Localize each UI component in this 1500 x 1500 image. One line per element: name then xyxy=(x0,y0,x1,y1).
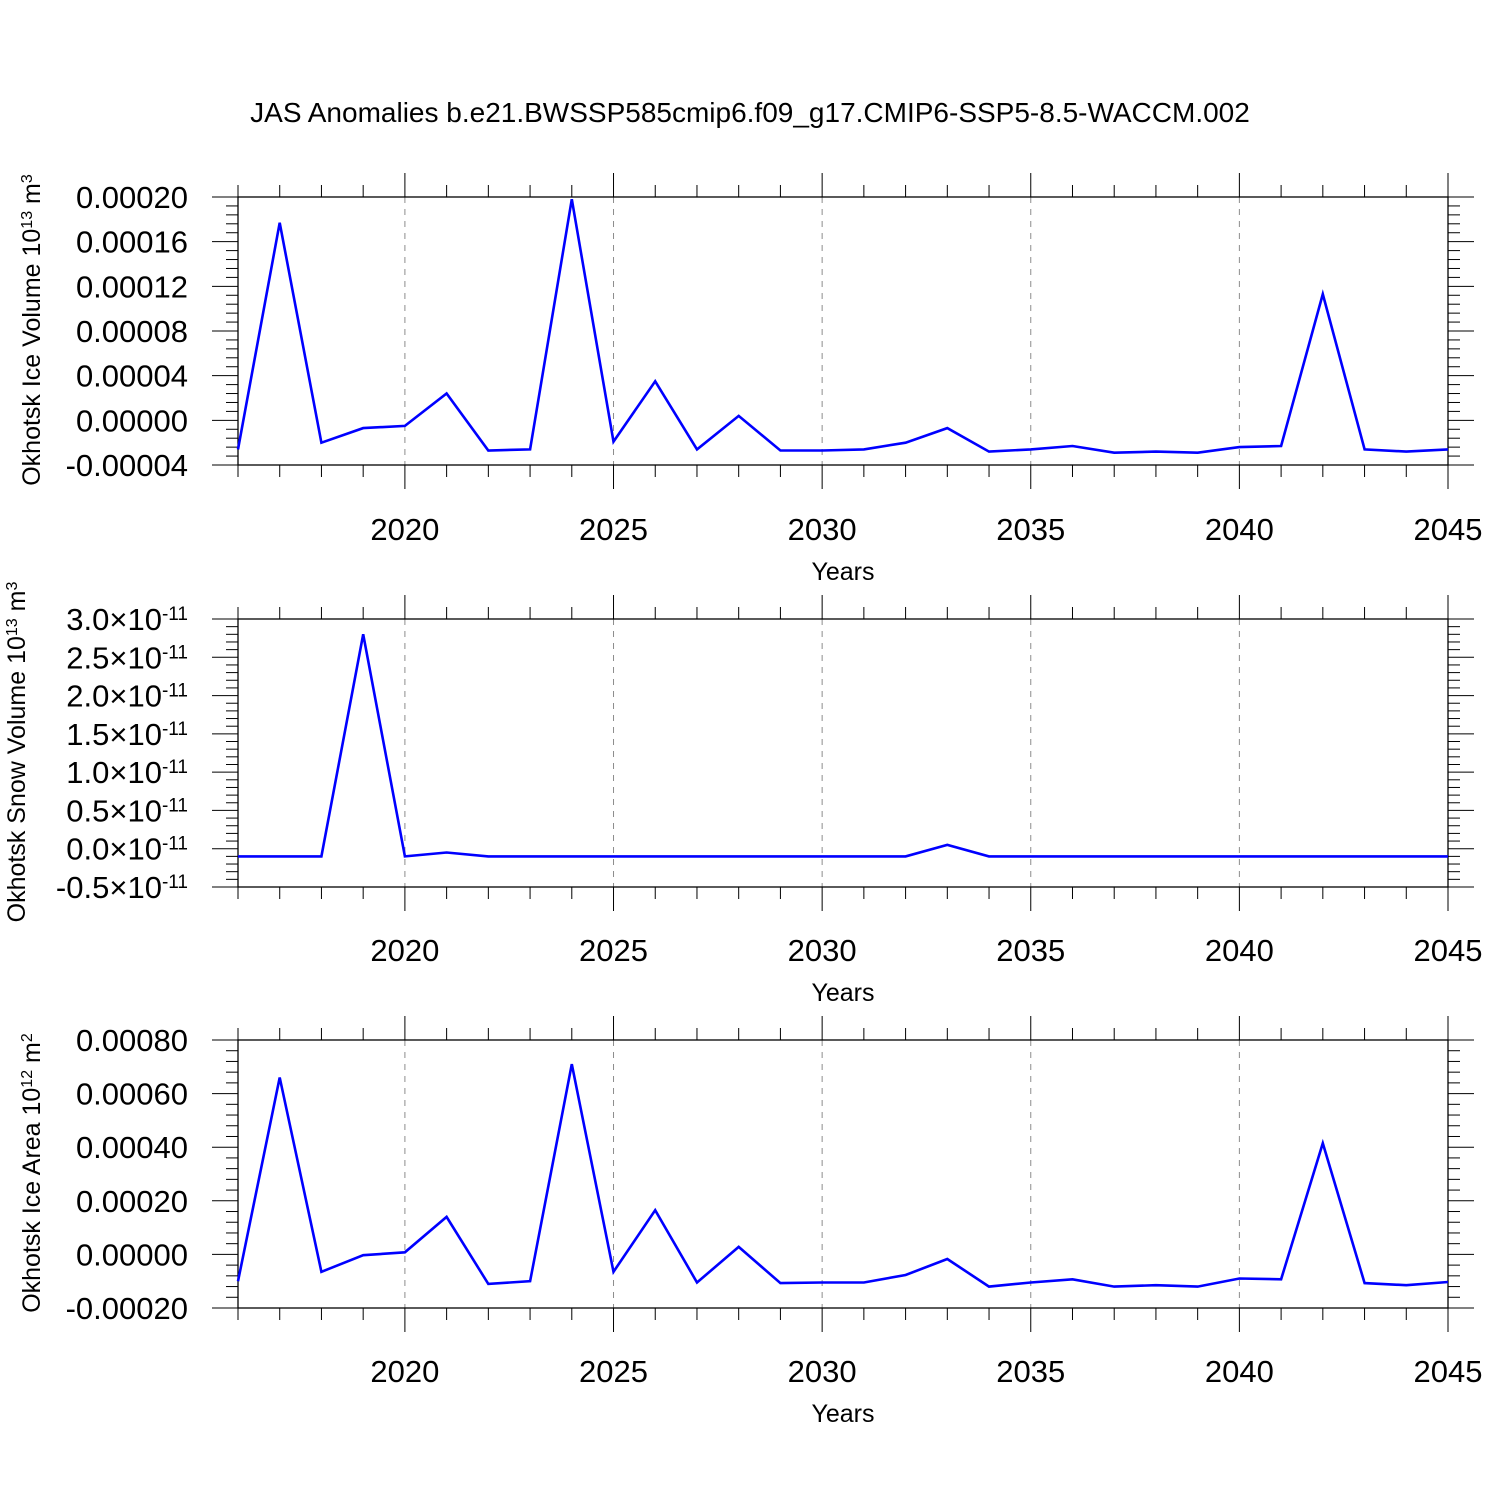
plot-frame xyxy=(237,618,1449,888)
plot-frame xyxy=(237,1039,1449,1309)
y-tick-label: 0.00012 xyxy=(76,269,188,304)
y-tick-label: 2.5×10-11 xyxy=(66,640,188,675)
x-tick-label: 2045 xyxy=(1414,1354,1483,1389)
y-tick-label: 0.5×10-11 xyxy=(66,793,188,828)
y-tick-label: 0.00000 xyxy=(76,1237,188,1272)
figure-title: JAS Anomalies b.e21.BWSSP585cmip6.f09_g1… xyxy=(250,97,1250,128)
y-axis-title: Okhotsk Ice Area 1012 m2 xyxy=(18,1033,46,1313)
ice-area-panel: Years Okhotsk Ice Area 1012 m2 2020 2025 2… xyxy=(18,1016,1482,1428)
y-axis-title: Okhotsk Snow Volume 1013 m3 xyxy=(3,582,31,923)
y-tick-label: 3.0×10-11 xyxy=(66,602,188,637)
x-tick-label: 2045 xyxy=(1414,512,1483,547)
x-tick-label: 2035 xyxy=(996,512,1065,547)
snow-volume-panel: Years Okhotsk Snow Volume 1013 m3 2020 20… xyxy=(3,582,1482,1007)
y-tick-label: 0.00008 xyxy=(76,314,188,349)
x-tick-label: 2040 xyxy=(1205,512,1274,547)
x-tick-label: 2040 xyxy=(1205,933,1274,968)
y-tick-label: -0.00004 xyxy=(66,448,188,483)
y-tick-label: 0.00080 xyxy=(76,1023,188,1058)
y-tick-label: 0.00016 xyxy=(76,225,188,260)
series-line xyxy=(236,1063,1449,1288)
y-tick-label: 0.0×10-11 xyxy=(66,832,188,867)
y-tick-label: 0.00060 xyxy=(76,1077,188,1112)
y-tick-label: 2.0×10-11 xyxy=(66,679,188,714)
x-axis-title: Years xyxy=(811,979,874,1007)
y-tick-label: 0.00040 xyxy=(76,1130,188,1165)
x-tick-label: 2020 xyxy=(370,512,439,547)
series-line xyxy=(236,198,1449,455)
y-tick-label: 0.00000 xyxy=(76,403,188,438)
y-tick-label: 1.5×10-11 xyxy=(66,717,188,752)
x-axis-title: Years xyxy=(811,1400,874,1428)
x-tick-label: 2020 xyxy=(370,933,439,968)
x-tick-label: 2025 xyxy=(579,1354,648,1389)
x-tick-label: 2035 xyxy=(996,1354,1065,1389)
x-tick-label: 2030 xyxy=(788,933,857,968)
y-tick-label: 0.00020 xyxy=(76,180,188,215)
plot-frame xyxy=(237,196,1449,466)
x-tick-label: 2040 xyxy=(1205,1354,1274,1389)
y-tick-label: 0.00020 xyxy=(76,1184,188,1219)
y-tick-label: 0.00004 xyxy=(76,359,188,394)
x-tick-label: 2045 xyxy=(1414,933,1483,968)
y-tick-label: -0.5×10-11 xyxy=(56,870,188,905)
ice-volume-panel: Years Okhotsk Ice Volume 1013 m3 2020 202… xyxy=(18,173,1482,586)
x-tick-label: 2035 xyxy=(996,933,1065,968)
x-tick-label: 2030 xyxy=(788,512,857,547)
y-tick-label: -0.00020 xyxy=(66,1291,188,1326)
series-line xyxy=(238,634,1448,858)
x-tick-label: 2025 xyxy=(579,512,648,547)
x-tick-label: 2025 xyxy=(579,933,648,968)
y-axis-title: Okhotsk Ice Volume 1013 m3 xyxy=(18,174,46,486)
x-axis-title: Years xyxy=(811,558,874,586)
x-tick-label: 2020 xyxy=(370,1354,439,1389)
y-tick-label: 1.0×10-11 xyxy=(66,755,188,790)
x-tick-label: 2030 xyxy=(788,1354,857,1389)
